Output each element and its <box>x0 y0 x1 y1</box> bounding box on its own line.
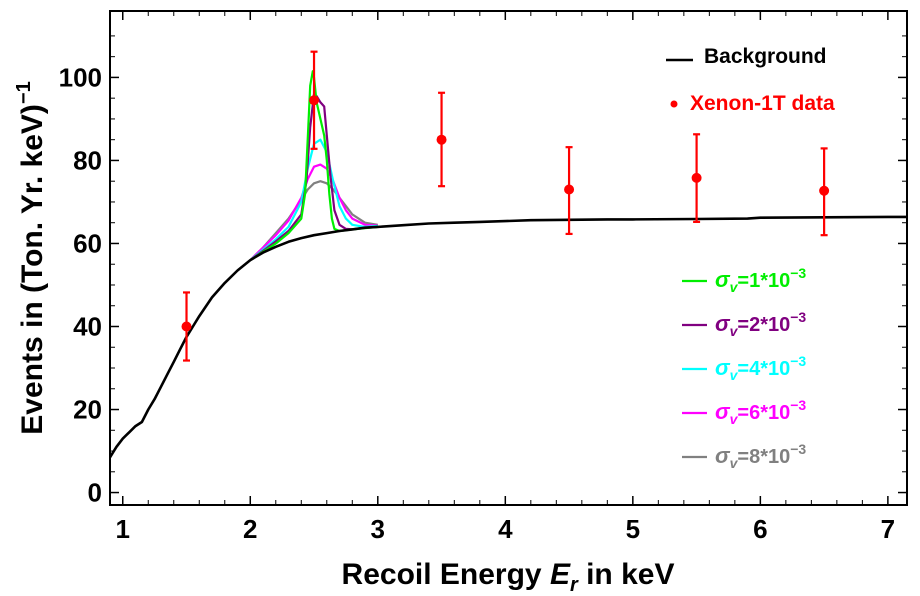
x-tick-label: 5 <box>626 514 640 544</box>
x-tick-label: 6 <box>753 514 767 544</box>
legend: Background Xenon-1T data σv=1*10−3 σv=2*1… <box>666 45 835 471</box>
sigma-legend: σv=1*10−3 σv=2*10−3 σv=4*10−3 σv=6*10−3 σv=8… <box>682 265 806 471</box>
curves-layer <box>110 70 907 458</box>
legend-label-s2: σv=2*10−3 <box>715 309 806 339</box>
legend-label-s8: σv=8*10−3 <box>715 441 806 471</box>
y-tick-label: 80 <box>73 145 102 175</box>
legend-label-s4: σv=4*10−3 <box>715 353 806 383</box>
plot-frame <box>109 10 908 506</box>
background-curve <box>110 215 907 458</box>
signal-curve-s6 <box>249 163 378 261</box>
legend-data-label: Xenon-1T data <box>690 92 835 115</box>
y-tick-label: 60 <box>73 228 102 258</box>
data-points-layer <box>181 50 830 362</box>
signal-curve-s1 <box>249 70 378 262</box>
x-axis-label: Recoil Energy Er in keV <box>342 558 675 596</box>
legend-label-s6: σv=6*10−3 <box>715 397 806 427</box>
data-point <box>564 184 575 195</box>
x-tick-label: 2 <box>243 514 257 544</box>
legend-label-s1: σv=1*10−3 <box>715 265 806 295</box>
x-tick-label: 4 <box>498 514 513 544</box>
y-axis-label: Events in (Ton. Yr. keV)−1 <box>13 81 49 434</box>
data-point <box>691 172 702 183</box>
signal-curve-s4 <box>249 138 378 261</box>
axis-ticks <box>110 11 907 505</box>
data-point <box>309 95 320 106</box>
y-tick-label: 40 <box>73 311 102 341</box>
x-tick-label: 3 <box>371 514 385 544</box>
legend-data-swatch <box>670 100 678 108</box>
data-point <box>819 185 830 196</box>
y-tick-label: 100 <box>59 62 102 92</box>
tick-labels: 1 2 3 4 5 6 7 0 20 40 60 80 100 <box>59 62 895 544</box>
x-tick-label: 7 <box>881 514 895 544</box>
legend-background-label: Background <box>704 45 827 68</box>
x-tick-label: 1 <box>116 514 130 544</box>
data-point <box>181 321 192 332</box>
data-point <box>436 134 447 145</box>
y-tick-label: 20 <box>73 395 102 425</box>
y-tick-label: 0 <box>88 478 102 508</box>
signal-curve-s8 <box>249 180 378 261</box>
